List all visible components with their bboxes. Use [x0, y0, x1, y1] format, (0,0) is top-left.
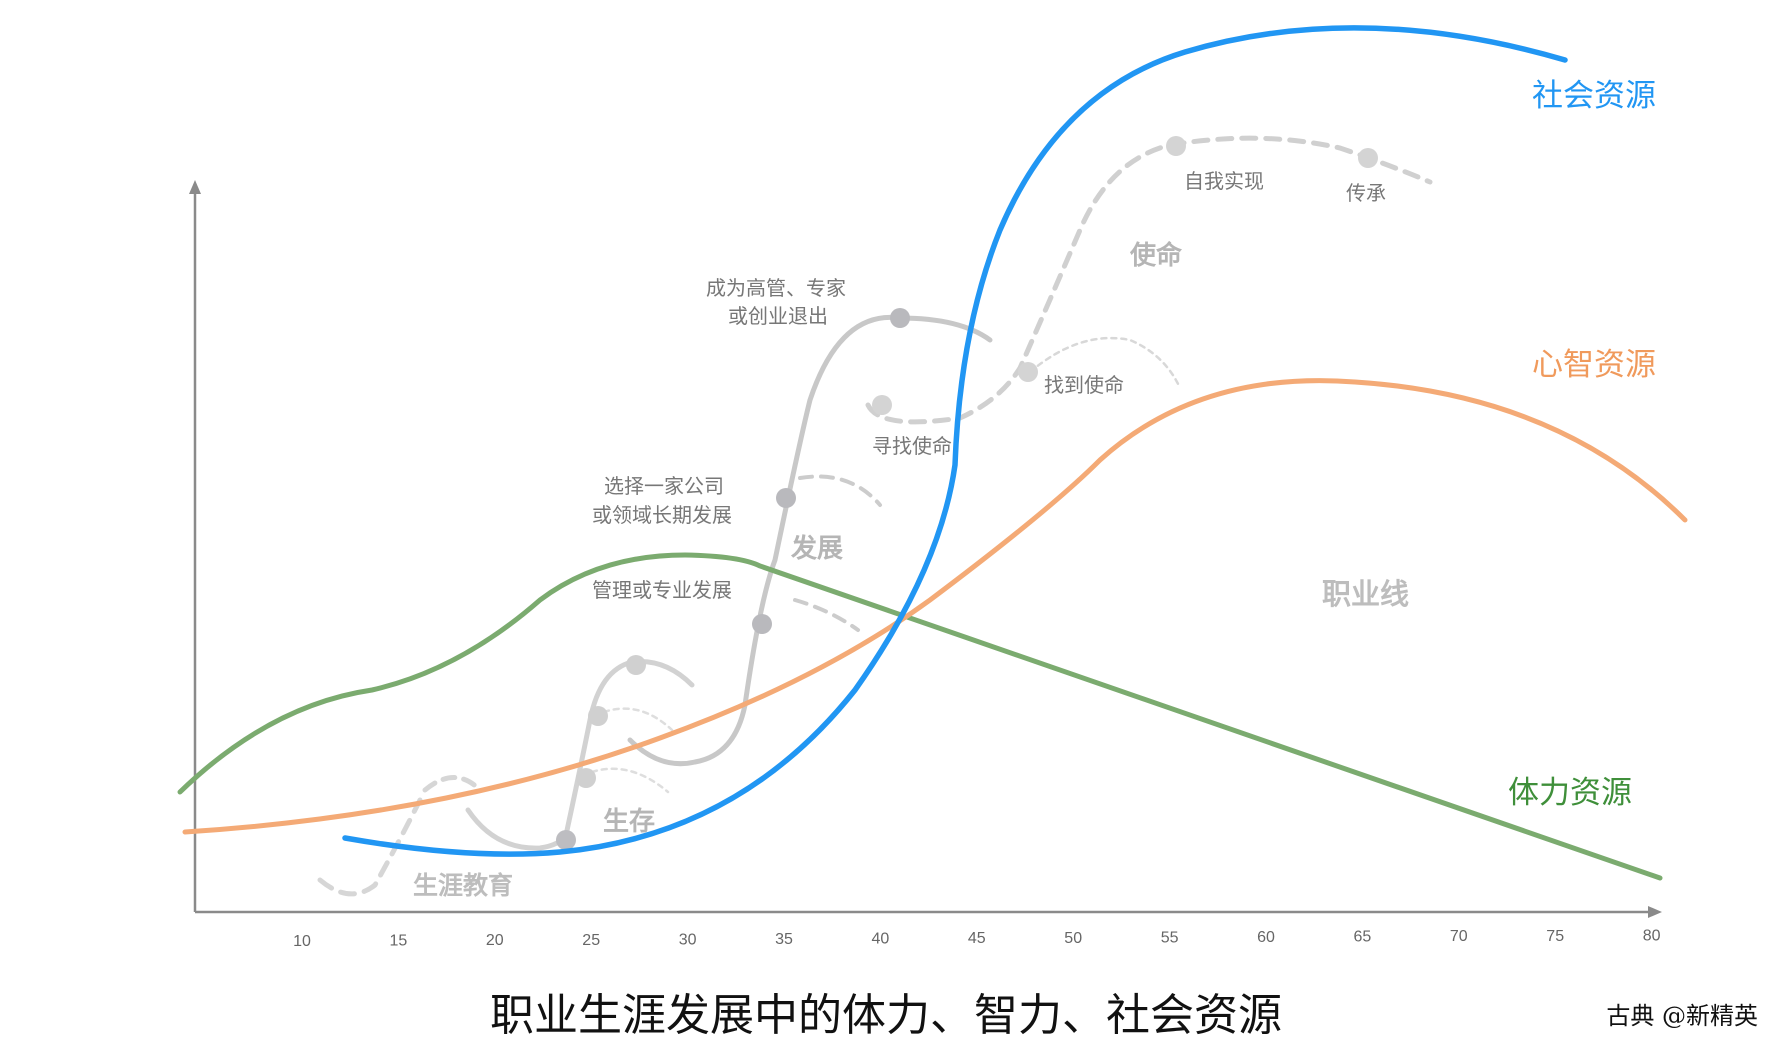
milestone-legacy: 传承	[1346, 181, 1386, 205]
phase-education: 生涯教育	[413, 871, 513, 900]
x-axis-arrow	[1648, 906, 1662, 918]
axes	[189, 180, 1662, 918]
survival-branch-dash-2	[590, 767, 670, 794]
milestone-dot	[1166, 136, 1186, 156]
milestone-choose-1: 选择一家公司	[604, 474, 724, 498]
social-resource-curve	[342, 25, 1568, 857]
education-dash-left	[317, 797, 423, 897]
x-tick-label: 70	[1450, 928, 1468, 945]
mental-resource-label: 心智资源	[1532, 347, 1656, 383]
mental-resource-curve	[182, 378, 1688, 835]
phase-development: 发展	[790, 533, 843, 564]
development-dip	[627, 702, 748, 767]
x-tick-label: 10	[293, 933, 311, 950]
milestone-dot	[576, 768, 596, 788]
education-dash-top	[422, 775, 483, 793]
milestone-self-realization: 自我实现	[1184, 169, 1264, 193]
milestone-choose-2: 或领域长期发展	[592, 503, 732, 527]
milestone-dot	[776, 488, 796, 508]
x-tick-label: 55	[1161, 929, 1179, 946]
x-tick-label: 60	[1257, 929, 1275, 946]
x-tick-label: 50	[1064, 930, 1082, 947]
physical-resource-label: 体力资源	[1508, 775, 1632, 811]
mission-branch-dash	[1028, 336, 1182, 390]
career-path	[317, 135, 1433, 897]
milestone-exec-2: 或创业退出	[728, 304, 828, 328]
milestone-find-mission: 找到使命	[1044, 373, 1124, 397]
x-tick-label: 80	[1643, 927, 1661, 944]
milestone-dot	[1018, 362, 1038, 382]
education-curve	[465, 807, 569, 851]
career-dots	[556, 136, 1378, 850]
y-axis-arrow	[189, 180, 201, 194]
milestone-dot	[1358, 148, 1378, 168]
social-resource-label: 社会资源	[1532, 78, 1656, 114]
x-axis-ticks: 10 15 20 25 30 35 40 45 50 55 60 65 70 75 80	[293, 927, 1660, 950]
chart-title: 职业生涯发展中的体力、智力、社会资源	[490, 990, 1282, 1041]
milestone-seek-mission: 寻找使命	[872, 434, 952, 458]
milestone-management: 管理或专业发展	[592, 578, 732, 602]
development-branch-dash-1	[793, 598, 860, 632]
credit: 古典 @新精英	[1606, 1002, 1758, 1030]
milestone-exec-1: 成为高管、专家	[706, 276, 846, 300]
development-rise	[742, 314, 993, 708]
phase-mission: 使命	[1129, 240, 1183, 271]
x-tick-label: 65	[1354, 929, 1372, 946]
career-line-label: 职业线	[1322, 577, 1409, 611]
milestone-dot	[752, 614, 772, 634]
development-branch-dash-2	[798, 474, 882, 507]
x-tick-label: 35	[775, 931, 793, 948]
x-tick-label: 20	[486, 932, 504, 949]
x-tick-label: 40	[872, 931, 890, 948]
x-tick-label: 25	[582, 932, 600, 949]
milestone-dot	[588, 706, 608, 726]
x-tick-label: 30	[679, 931, 697, 948]
milestone-dot	[890, 308, 910, 328]
x-tick-label: 45	[968, 930, 986, 947]
phase-survival: 生存	[603, 807, 655, 837]
milestone-dot	[872, 395, 892, 415]
milestone-dot	[626, 655, 646, 675]
physical-resource-curve	[177, 552, 1663, 881]
x-tick-label: 75	[1546, 928, 1564, 945]
labels: 生涯教育 生存 发展 使命 管理或专业发展 选择一家公司 或领域长期发展 成为高…	[413, 78, 1758, 1041]
survival-branch-dash-1	[602, 707, 674, 732]
milestone-dot	[556, 830, 576, 850]
x-tick-label: 15	[390, 933, 408, 950]
